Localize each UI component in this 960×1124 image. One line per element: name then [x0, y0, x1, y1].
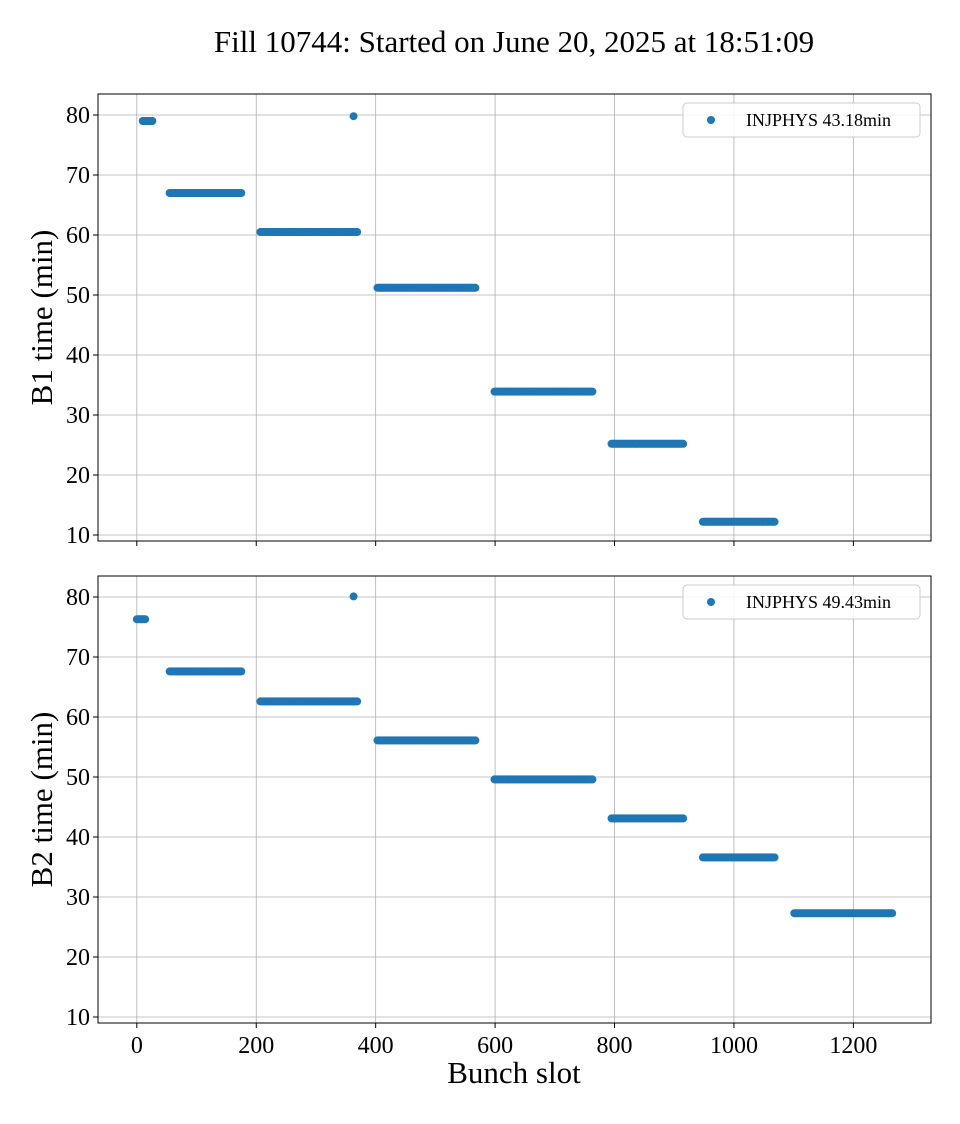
legend-label: INJPHYS 49.43min — [746, 592, 891, 612]
data-point — [237, 189, 246, 197]
bunch-train — [490, 775, 597, 784]
x-tick-label: 0 — [131, 1033, 143, 1059]
y-tick-label: 50 — [66, 765, 90, 791]
legend-box — [682, 584, 921, 620]
y-tick-label: 30 — [66, 885, 90, 911]
bunch-train — [607, 439, 688, 448]
y-axis-label: B2 time (min) — [24, 712, 59, 888]
data-point — [349, 592, 358, 601]
data-point — [679, 439, 688, 448]
y-tick-label: 80 — [66, 103, 90, 129]
legend-label: INJPHYS 43.18min — [746, 110, 891, 130]
y-tick-label: 10 — [66, 1005, 90, 1031]
bunch-train — [132, 615, 150, 624]
bunch-train — [373, 283, 480, 292]
bunch-train — [138, 117, 157, 125]
bunch-train — [256, 697, 362, 706]
data-point — [353, 697, 362, 706]
y-tick-label: 10 — [66, 523, 90, 549]
data-series — [132, 592, 897, 918]
bunch-train — [490, 387, 597, 396]
y-tick-label: 60 — [66, 705, 90, 731]
data-point — [141, 615, 150, 624]
subplot-b1: 10 20 30 40 50 60 70 80 B1 time (min) INJPHYS 43.… — [24, 93, 932, 549]
y-tick-label: 80 — [66, 585, 90, 611]
legend: INJPHYS 43.18min — [682, 102, 921, 138]
y-tick-label: 40 — [66, 343, 90, 369]
y-tick-label: 20 — [66, 945, 90, 971]
data-point — [588, 775, 597, 784]
data-point — [353, 228, 362, 236]
data-point — [679, 814, 688, 823]
legend-marker — [707, 116, 715, 124]
bunch-train — [165, 667, 246, 676]
bunch-train — [256, 228, 362, 236]
bunch-train — [698, 853, 779, 862]
data-point — [471, 736, 480, 745]
y-tick-label: 70 — [66, 163, 90, 189]
data-point — [588, 387, 597, 396]
data-point — [888, 909, 897, 918]
legend-marker — [707, 598, 715, 606]
data-point — [148, 117, 157, 125]
y-tick-label: 40 — [66, 825, 90, 851]
bunch-train — [607, 814, 688, 823]
chart-title: Fill 10744: Started on June 20, 2025 at … — [214, 24, 814, 59]
data-series — [138, 112, 779, 526]
legend-box — [682, 102, 921, 138]
y-tick-label: 60 — [66, 223, 90, 249]
bunch-train — [698, 517, 779, 526]
data-point — [349, 112, 358, 121]
x-tick-label: 800 — [597, 1033, 633, 1059]
y-tick-label: 50 — [66, 283, 90, 309]
data-point — [770, 853, 779, 862]
bunch-train — [790, 909, 897, 918]
data-point — [770, 517, 779, 526]
x-axis-label: Bunch slot — [447, 1055, 581, 1090]
x-tick-label: 1200 — [829, 1033, 877, 1059]
x-tick-label: 1000 — [710, 1033, 758, 1059]
x-tick-label: 200 — [238, 1033, 274, 1059]
legend: INJPHYS 49.43min — [682, 584, 921, 620]
x-tick-label: 400 — [358, 1033, 394, 1059]
y-tick-label: 30 — [66, 403, 90, 429]
y-axis-label: B1 time (min) — [24, 230, 59, 406]
y-tick-label: 70 — [66, 645, 90, 671]
plot-frame — [97, 575, 932, 1024]
bunch-train — [165, 189, 246, 197]
data-point — [237, 667, 246, 676]
y-tick-label: 20 — [66, 463, 90, 489]
x-tick-label: 600 — [477, 1033, 513, 1059]
bunch-train — [373, 736, 480, 745]
data-point — [471, 283, 480, 292]
plot-frame — [97, 93, 932, 542]
